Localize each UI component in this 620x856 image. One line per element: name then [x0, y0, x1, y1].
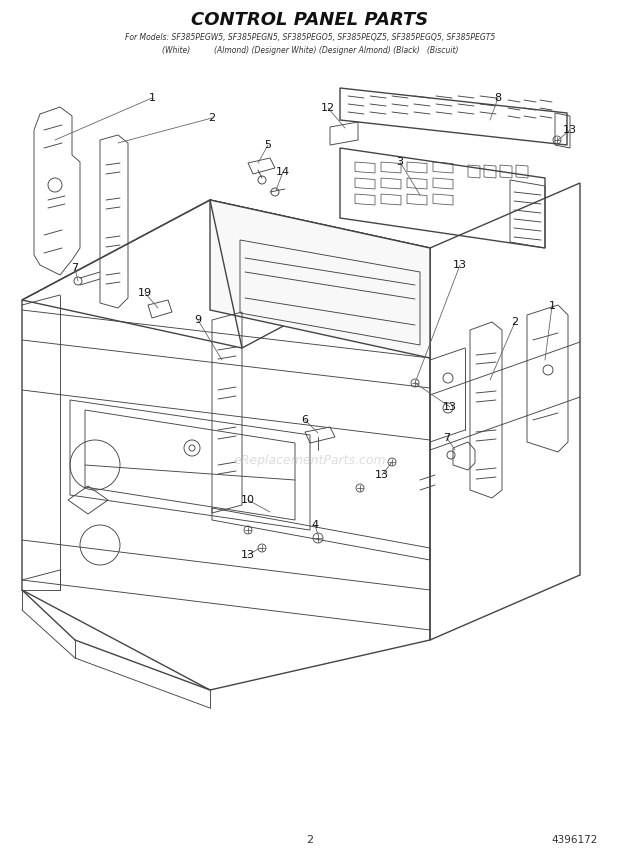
Text: 6: 6: [301, 415, 309, 425]
Text: 4: 4: [311, 520, 319, 530]
Text: 2: 2: [208, 113, 216, 123]
Text: (White)          (Almond) (Designer White) (Designer Almond) (Black)   (Biscuit): (White) (Almond) (Designer White) (Desig…: [162, 45, 458, 55]
Text: 13: 13: [241, 550, 255, 560]
Text: 1: 1: [149, 93, 156, 103]
Text: 14: 14: [276, 167, 290, 177]
Text: 13: 13: [563, 125, 577, 135]
Text: 4396172: 4396172: [552, 835, 598, 845]
Text: 19: 19: [138, 288, 152, 298]
Text: 2: 2: [306, 835, 314, 845]
Text: 9: 9: [195, 315, 202, 325]
Text: 7: 7: [71, 263, 79, 273]
Text: CONTROL PANEL PARTS: CONTROL PANEL PARTS: [192, 11, 428, 29]
Text: 7: 7: [443, 433, 451, 443]
Text: 3: 3: [397, 157, 404, 167]
Text: 13: 13: [453, 260, 467, 270]
Text: 2: 2: [512, 317, 518, 327]
Text: 8: 8: [494, 93, 502, 103]
Text: 5: 5: [265, 140, 272, 150]
Polygon shape: [210, 200, 430, 358]
Text: eReplacementParts.com: eReplacementParts.com: [234, 454, 386, 467]
Text: 10: 10: [241, 495, 255, 505]
Text: 13: 13: [443, 402, 457, 412]
Text: 12: 12: [321, 103, 335, 113]
Text: 1: 1: [549, 301, 556, 311]
Text: For Models: SF385PEGW5, SF385PEGN5, SF385PEGO5, SF385PEQZ5, SF385PEGQ5, SF385PEG: For Models: SF385PEGW5, SF385PEGN5, SF38…: [125, 33, 495, 41]
Text: 13: 13: [375, 470, 389, 480]
